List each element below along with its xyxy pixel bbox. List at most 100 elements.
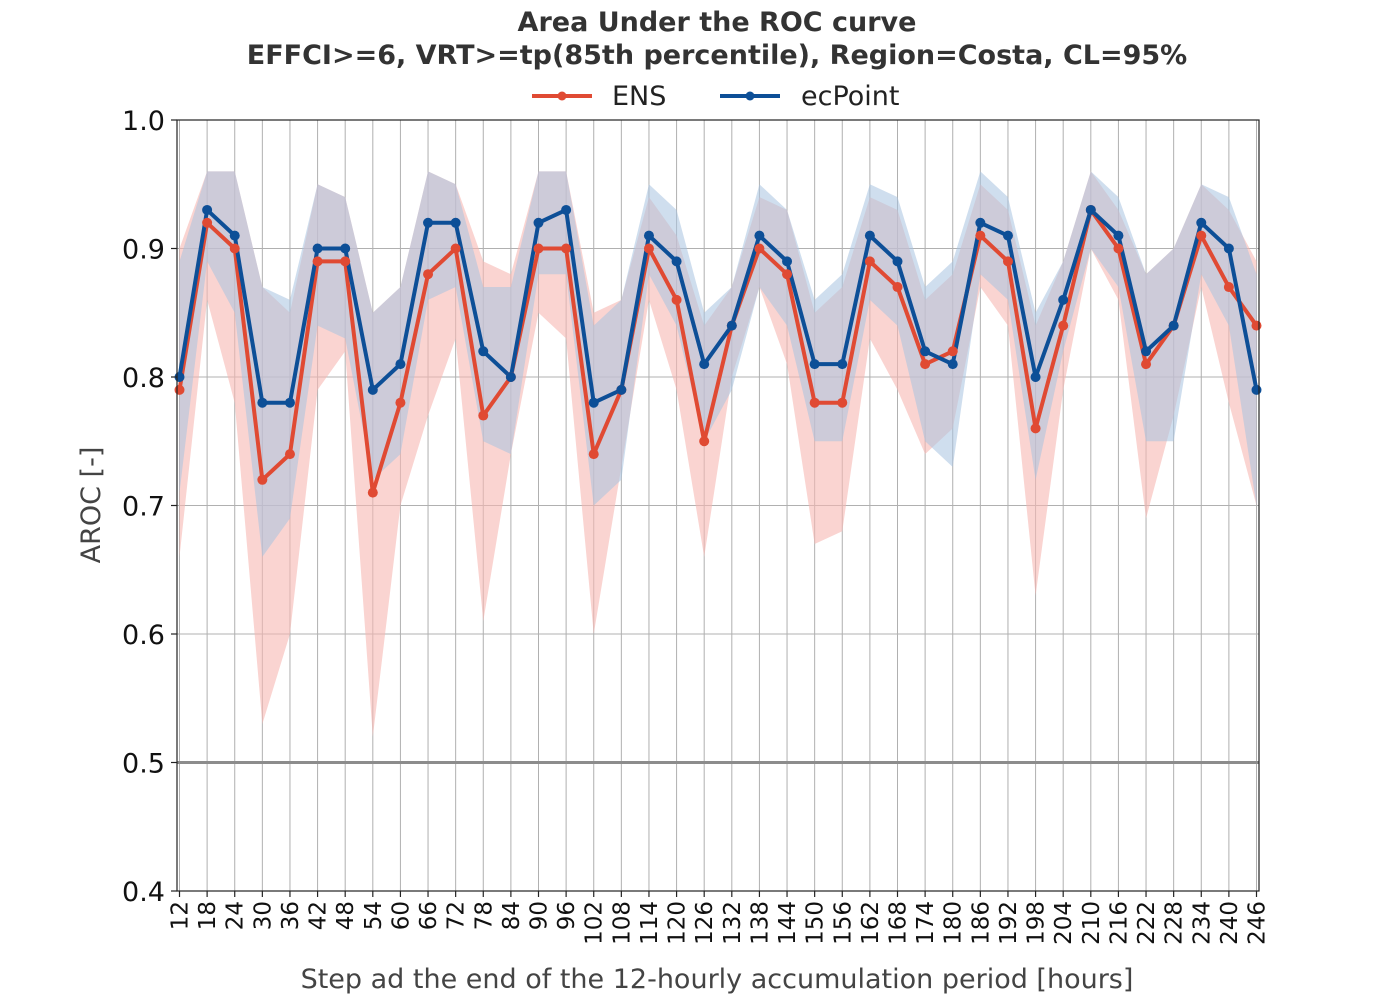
y-tick-label: 0.5 [122,749,165,780]
x-tick-label: 114 [637,901,663,945]
legend-marker-ecpoint [745,91,755,101]
x-tick-label: 186 [968,901,994,945]
x-tick-label: 36 [278,901,304,930]
data-point-ens-30 [257,474,268,485]
x-tick-label: 228 [1162,901,1188,945]
data-point-ecpoint-210 [1085,204,1096,215]
data-point-ens-24 [229,243,240,254]
data-point-ecpoint-18 [202,204,213,215]
data-point-ens-114 [643,243,654,254]
data-point-ecpoint-180 [947,359,958,370]
x-tick-label: 150 [803,901,829,945]
data-point-ecpoint-102 [588,397,599,408]
data-point-ens-240 [1223,282,1234,293]
x-tick-label: 60 [388,901,414,930]
data-point-ecpoint-144 [782,256,793,267]
data-point-ecpoint-90 [533,217,544,228]
x-tick-label: 198 [1024,901,1050,945]
x-tick-label: 84 [499,901,525,930]
data-point-ens-198 [1030,423,1041,434]
data-point-ecpoint-132 [726,320,737,331]
data-point-ens-234 [1196,230,1207,241]
data-point-ens-180 [947,346,958,357]
series-line-ecpoint [177,207,1259,405]
data-point-ecpoint-78 [478,346,489,357]
x-tick-label: 144 [775,901,801,945]
data-point-ens-96 [561,243,572,254]
data-point-ens-156 [837,397,848,408]
data-point-ecpoint-54 [367,384,378,395]
data-point-ens-192 [1002,256,1013,267]
series-lines [177,207,1259,495]
x-tick-label: 102 [582,901,608,945]
data-point-ens-144 [782,269,793,280]
data-point-ecpoint-204 [1058,294,1069,305]
x-tick-label: 174 [913,901,939,945]
data-point-ecpoint-36 [284,397,295,408]
data-point-ecpoint-120 [671,256,682,267]
data-point-ecpoint-72 [450,217,461,228]
x-tick-label: 126 [692,901,718,945]
x-tick-label: 204 [1051,901,1077,945]
data-point-ecpoint-48 [340,243,351,254]
x-tick-label: 72 [444,901,470,930]
data-point-ecpoint-186 [975,217,986,228]
data-point-ecpoint-114 [643,230,654,241]
data-point-ens-138 [754,243,765,254]
x-tick-label: 192 [996,901,1022,945]
series-line-ens [177,207,1259,495]
x-tick-label: 120 [665,901,691,945]
data-point-ens-204 [1058,320,1069,331]
data-point-ens-246 [1251,320,1262,331]
data-point-ens-150 [809,397,820,408]
x-tick-label: 48 [333,901,359,930]
data-point-ecpoint-234 [1196,217,1207,228]
data-point-ens-54 [367,487,378,498]
chart-subtitle: EFFCI>=6, VRT>=tp(85th percentile), Regi… [247,40,1187,71]
data-point-ecpoint-156 [837,359,848,370]
x-tick-label: 108 [609,901,635,945]
x-tick-label: 222 [1134,901,1160,945]
data-point-ecpoint-240 [1223,243,1234,254]
x-tick-label: 138 [747,901,773,945]
data-point-ens-78 [478,410,489,421]
data-point-ecpoint-42 [312,243,323,254]
data-point-ens-126 [699,436,710,447]
x-tick-label: 162 [858,901,884,945]
legend-marker-ens [557,91,567,101]
x-tick-label: 24 [223,901,249,930]
y-tick-label: 0.4 [122,877,165,908]
data-point-ens-48 [340,256,351,267]
y-tick-label: 0.7 [122,492,165,523]
data-point-ecpoint-168 [892,256,903,267]
data-point-ens-162 [864,256,875,267]
x-tick-label: 180 [941,901,967,945]
legend-label-ens: ENS [612,81,666,112]
data-point-ens-66 [423,269,434,280]
data-point-ecpoint-126 [699,359,710,370]
data-point-ecpoint-96 [561,204,572,215]
data-point-ens-186 [975,230,986,241]
y-axis-ticks: 0.4 0.5 0.6 0.7 0.8 0.9 1.0 [122,106,177,908]
data-point-ens-42 [312,256,323,267]
confidence-bands [179,171,1257,737]
data-point-ecpoint-216 [1113,230,1124,241]
x-tick-label: 240 [1217,901,1243,945]
data-point-ecpoint-162 [864,230,875,241]
x-tick-label: 156 [830,901,856,945]
x-tick-label: 210 [1079,901,1105,945]
confidence-band-ecpoint [179,171,1257,557]
data-point-ecpoint-228 [1168,320,1179,331]
data-point-ecpoint-24 [229,230,240,241]
y-axis-label: AROC [-] [76,447,107,564]
x-tick-label: 132 [720,901,746,945]
data-point-ecpoint-138 [754,230,765,241]
data-point-ecpoint-84 [505,372,516,382]
data-point-ens-222 [1141,359,1152,370]
data-point-ens-102 [588,449,599,460]
data-point-ens-18 [202,217,213,228]
data-point-ecpoint-60 [395,359,406,370]
y-tick-label: 0.8 [122,363,165,394]
y-tick-label: 0.9 [122,235,165,266]
confidence-band-ens [179,171,1257,737]
